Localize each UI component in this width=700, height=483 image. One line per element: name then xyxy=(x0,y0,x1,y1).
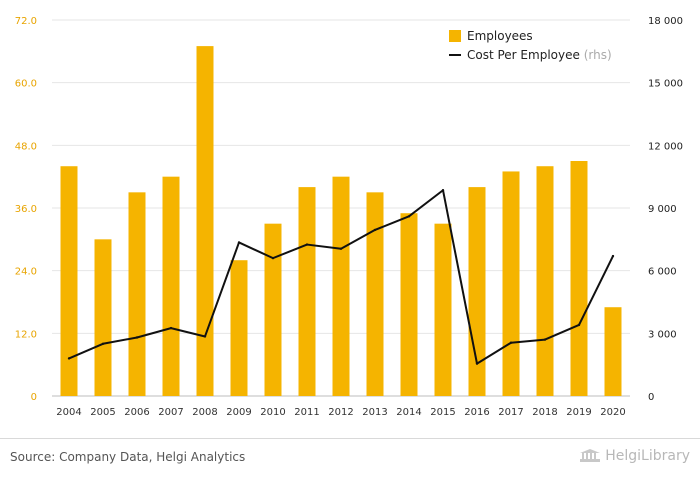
bar xyxy=(230,260,248,396)
line-point xyxy=(101,342,105,345)
right-tick-label: 15 000 xyxy=(648,79,683,90)
x-tick-label: 2015 xyxy=(430,407,455,418)
x-tick-label: 2010 xyxy=(260,407,285,418)
line-point xyxy=(577,323,581,327)
x-axis: 2004 2005 2006 2007 2008 2009 2010 2011 2012 2013… xyxy=(56,407,625,418)
bar xyxy=(60,166,78,396)
legend-label-cost: Cost Per Employee (rhs) xyxy=(467,48,612,62)
x-tick-label: 2004 xyxy=(56,407,81,418)
left-tick-label: 60.0 xyxy=(15,79,37,90)
library-building-icon xyxy=(580,449,601,462)
x-tick-label: 2008 xyxy=(192,407,217,418)
x-tick-label: 2014 xyxy=(396,407,421,418)
line-point xyxy=(203,335,207,338)
x-tick-label: 2012 xyxy=(328,407,353,418)
left-axis: 0 12.0 24.0 36.0 48.0 60.0 72.0 xyxy=(15,16,37,403)
left-tick-label: 48.0 xyxy=(15,141,37,152)
bar-series xyxy=(60,46,622,396)
line-point xyxy=(441,189,445,192)
right-tick-label: 18 000 xyxy=(648,16,683,27)
line-point xyxy=(509,341,513,344)
footer-divider xyxy=(0,438,700,439)
x-tick-label: 2006 xyxy=(124,407,149,418)
legend-swatch-employees xyxy=(449,30,461,42)
line-point xyxy=(135,336,139,339)
left-tick-label: 36.0 xyxy=(15,204,37,215)
right-tick-label: 6 000 xyxy=(648,267,677,278)
line-point xyxy=(373,228,377,232)
x-tick-label: 2013 xyxy=(362,407,387,418)
right-tick-label: 9 000 xyxy=(648,204,677,215)
right-tick-label: 12 000 xyxy=(648,141,683,152)
bar xyxy=(502,171,520,396)
legend-label-cost-name: Cost Per Employee xyxy=(467,48,584,62)
line-point xyxy=(407,215,411,218)
line-point xyxy=(67,357,71,360)
right-axis: 0 3 000 6 000 9 000 12 000 15 000 18 000 xyxy=(648,16,683,403)
right-tick-label: 3 000 xyxy=(648,329,677,340)
left-tick-label: 0 xyxy=(31,392,37,403)
legend-label-cost-suffix: (rhs) xyxy=(584,48,612,62)
line-point xyxy=(611,254,615,258)
brand-name: HelgiLibrary xyxy=(605,448,690,464)
line-series xyxy=(67,189,615,365)
x-tick-label: 2016 xyxy=(464,407,489,418)
bar xyxy=(128,192,146,396)
bar xyxy=(366,192,384,396)
line-point xyxy=(237,241,241,244)
bar xyxy=(196,46,214,396)
bar xyxy=(434,223,452,396)
bar xyxy=(570,161,588,396)
source-note: Source: Company Data, Helgi Analytics xyxy=(10,450,246,464)
x-tick-label: 2009 xyxy=(226,407,251,418)
bar xyxy=(94,239,112,396)
line-point xyxy=(339,247,343,250)
x-tick-label: 2005 xyxy=(90,407,115,418)
line-point xyxy=(475,362,479,365)
brand-logo[interactable]: HelgiLibrary xyxy=(579,448,690,464)
x-tick-label: 2017 xyxy=(498,407,523,418)
line-point xyxy=(543,338,547,341)
x-tick-label: 2019 xyxy=(566,407,591,418)
bar xyxy=(264,223,282,396)
bar xyxy=(536,166,554,396)
x-tick-label: 2007 xyxy=(158,407,183,418)
line-point xyxy=(305,243,309,246)
legend: Employees Cost Per Employee (rhs) xyxy=(449,29,612,62)
left-tick-label: 24.0 xyxy=(15,267,37,278)
x-tick-label: 2011 xyxy=(294,407,319,418)
bar xyxy=(604,307,622,396)
line-point xyxy=(271,256,275,260)
x-tick-label: 2020 xyxy=(600,407,625,418)
bar xyxy=(400,213,418,396)
line-point xyxy=(169,326,173,330)
bar xyxy=(332,176,350,396)
legend-label-employees: Employees xyxy=(467,29,533,43)
left-tick-label: 72.0 xyxy=(15,16,37,27)
left-tick-label: 12.0 xyxy=(15,329,37,340)
bar xyxy=(298,187,316,396)
right-tick-label: 0 xyxy=(648,392,654,403)
chart: 0 12.0 24.0 36.0 48.0 60.0 72.0 0 3 000 6 000 9 0… xyxy=(15,16,683,418)
bar xyxy=(162,176,180,396)
x-tick-label: 2018 xyxy=(532,407,557,418)
